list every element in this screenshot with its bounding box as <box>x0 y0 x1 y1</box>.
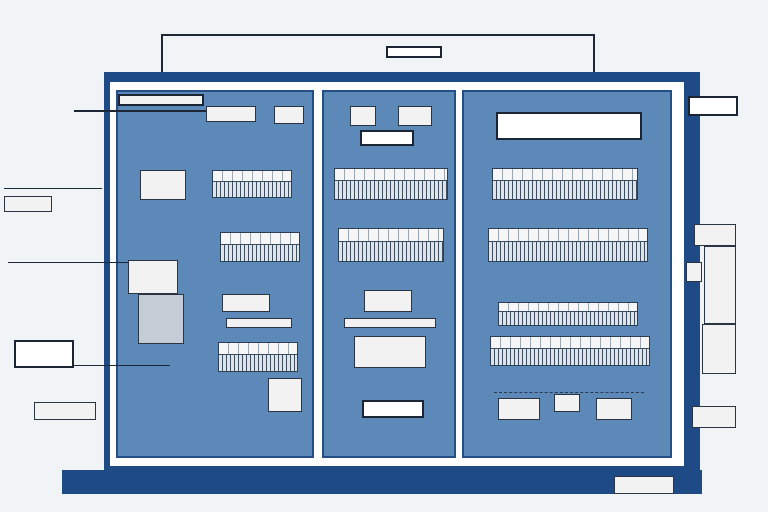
left-label-5 <box>34 402 96 420</box>
right-box-1 <box>498 398 540 420</box>
footer-tag <box>614 476 674 494</box>
right-label <box>688 96 738 116</box>
leader-line-2 <box>4 188 102 189</box>
center-table-2 <box>338 228 444 262</box>
right-side-box-3 <box>702 324 736 374</box>
right-table-4 <box>490 336 650 366</box>
left-node-d <box>268 378 302 412</box>
left-node-b <box>128 260 178 294</box>
right-box-3 <box>596 398 632 420</box>
right-header-box <box>496 112 642 140</box>
left-table-1 <box>212 170 292 198</box>
right-table-2 <box>488 228 648 262</box>
center-table-1 <box>334 168 448 200</box>
center-title <box>360 130 414 146</box>
right-side-box-4 <box>692 406 736 428</box>
leader-line-1 <box>74 110 206 112</box>
right-table-1 <box>492 168 638 200</box>
center-top-right <box>398 106 432 126</box>
top-label <box>386 46 442 58</box>
top-bracket-right <box>593 34 595 92</box>
panel-center <box>322 90 456 458</box>
panel-left-title <box>118 94 204 106</box>
board-base <box>62 470 702 494</box>
left-node-c <box>138 294 184 344</box>
right-side-box-1 <box>694 224 736 246</box>
left-label-4 <box>14 340 74 368</box>
left-table-3 <box>218 342 298 372</box>
right-table-3 <box>498 302 638 326</box>
panel-left-tag-2 <box>274 106 304 124</box>
right-side-tab <box>686 262 702 282</box>
center-top-left <box>350 106 376 126</box>
top-bracket-bar <box>161 34 595 36</box>
left-small-box <box>222 294 270 312</box>
left-node-a <box>140 170 186 200</box>
left-table-2 <box>220 232 300 262</box>
right-side-box-2 <box>704 246 736 324</box>
leader-line-3 <box>8 262 128 263</box>
left-label-2 <box>4 196 52 212</box>
right-box-2 <box>554 394 580 412</box>
center-bar <box>344 318 436 328</box>
center-box-lower <box>354 336 426 368</box>
left-small-bar <box>226 318 292 328</box>
right-divider <box>494 392 644 393</box>
panel-left-tag <box>206 106 256 122</box>
top-bracket-left <box>161 34 163 92</box>
center-box-bottom <box>362 400 424 418</box>
center-box-mid <box>364 290 412 312</box>
leader-line-4 <box>74 365 170 366</box>
